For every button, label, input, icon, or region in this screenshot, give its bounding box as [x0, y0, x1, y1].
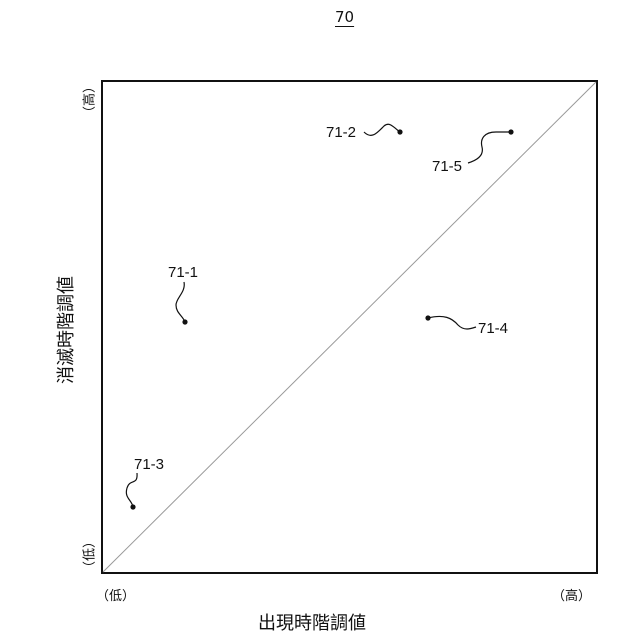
leader-71-3	[126, 473, 137, 507]
label-71-2: 71-2	[326, 124, 356, 141]
leader-71-2	[364, 124, 400, 135]
point-71-1	[182, 319, 187, 324]
label-71-4: 71-4	[478, 320, 508, 337]
x-axis-title: 出現時階調値	[258, 609, 366, 635]
point-71-4	[425, 315, 430, 320]
leader-71-1	[176, 282, 185, 322]
point-71-2	[397, 129, 402, 134]
label-71-5: 71-5	[432, 158, 462, 175]
x-axis-low-label: （低）	[96, 585, 135, 604]
point-71-5	[508, 129, 513, 134]
y-axis-low-label: （低）	[79, 531, 98, 579]
point-71-3	[130, 504, 135, 509]
leader-71-5	[468, 132, 511, 163]
label-71-3: 71-3	[134, 456, 164, 473]
leader-71-4	[428, 316, 476, 329]
diagonal-line	[103, 82, 596, 572]
y-axis-high-label: （高）	[79, 76, 98, 124]
x-axis-high-label: （高）	[552, 585, 591, 604]
y-axis-title: 消滅時階調値	[52, 275, 78, 385]
label-71-1: 71-1	[168, 264, 198, 281]
